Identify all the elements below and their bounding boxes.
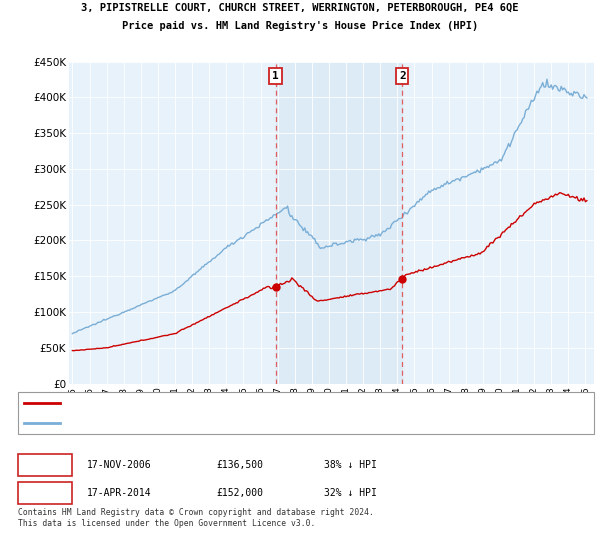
Bar [275, 62, 402, 384]
Text: 2: 2 [399, 71, 406, 81]
Text: 3, PIPISTRELLE COURT, CHURCH STREET, WERRINGTON, PETERBOROUGH, PE4 6QE: 3, PIPISTRELLE COURT, CHURCH STREET, WER… [81, 3, 519, 13]
Text: 3, PIPISTRELLE COURT, CHURCH STREET, WERRINGTON, PETERBOROUGH, PE4 6QE (det: 3, PIPISTRELLE COURT, CHURCH STREET, WER… [69, 399, 463, 408]
Text: 1: 1 [272, 71, 279, 81]
Text: 1: 1 [41, 460, 49, 470]
Text: 17-APR-2014: 17-APR-2014 [87, 488, 152, 498]
Text: Contains HM Land Registry data © Crown copyright and database right 2024.
This d: Contains HM Land Registry data © Crown c… [18, 508, 374, 528]
Text: 32% ↓ HPI: 32% ↓ HPI [324, 488, 377, 498]
Text: 2: 2 [41, 488, 49, 498]
Text: £152,000: £152,000 [216, 488, 263, 498]
Text: HPI: Average price, detached house, City of Peterborough: HPI: Average price, detached house, City… [69, 418, 363, 427]
Text: Price paid vs. HM Land Registry's House Price Index (HPI): Price paid vs. HM Land Registry's House … [122, 21, 478, 31]
Text: £136,500: £136,500 [216, 460, 263, 470]
Text: 17-NOV-2006: 17-NOV-2006 [87, 460, 152, 470]
Text: 38% ↓ HPI: 38% ↓ HPI [324, 460, 377, 470]
